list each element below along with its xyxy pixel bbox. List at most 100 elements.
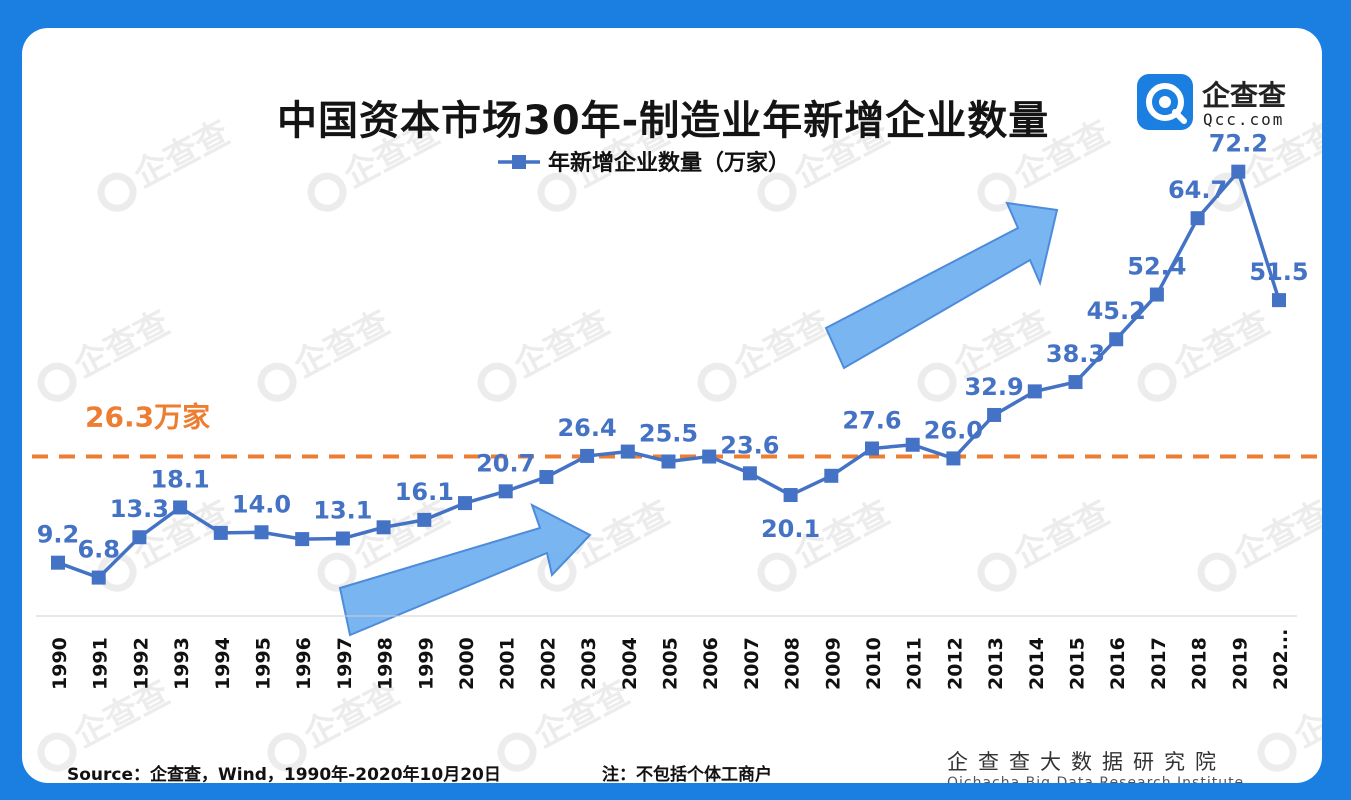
x-tick-label: 1994 — [212, 637, 234, 690]
data-label: 26.4 — [557, 414, 616, 442]
data-point-marker — [987, 407, 1002, 422]
x-tick-label: 2005 — [660, 637, 682, 690]
data-point-marker — [865, 441, 879, 456]
data-label: 13.1 — [313, 496, 372, 524]
data-label: 18.1 — [150, 465, 209, 493]
watermark-text: 企查查 — [1167, 303, 1276, 386]
data-point-marker — [1272, 293, 1286, 308]
watermark-text: 企查查 — [727, 303, 836, 386]
x-tick-label: 1995 — [253, 637, 275, 690]
watermark-icon — [477, 362, 517, 402]
data-point-marker — [539, 470, 554, 485]
chart-svg: 企查查 企查查 企查查 企查查 企查查 企查查企查查 企查查 企查查 企查查 企查查 企查查企查查企… — [32, 113, 1322, 772]
data-label: 6.8 — [77, 536, 120, 564]
x-tick-label: 2002 — [537, 637, 559, 690]
data-label: 9.2 — [37, 521, 80, 549]
x-tick-label: 2014 — [1026, 637, 1048, 690]
watermark-text: 企查查 — [287, 303, 396, 386]
data-point-marker — [376, 520, 391, 535]
data-point-marker — [620, 444, 635, 459]
x-tick-label: 2018 — [1189, 637, 1211, 690]
x-tick-label: 1996 — [293, 637, 315, 690]
data-label: 20.1 — [761, 515, 820, 543]
watermark-icon — [697, 362, 737, 402]
data-point-marker — [824, 468, 839, 483]
x-tick-label: 2016 — [1107, 637, 1129, 690]
institute-name-cn: 企查查大数据研究院 — [947, 750, 1226, 774]
x-tick-label: 1990 — [49, 637, 71, 690]
x-tick-label: 1997 — [334, 637, 356, 690]
data-label: 25.5 — [639, 420, 698, 448]
watermark-text: 企查查 — [507, 303, 616, 386]
data-point-marker — [458, 496, 472, 511]
data-point-marker — [173, 500, 188, 515]
data-label: 52.4 — [1127, 253, 1186, 281]
watermark-icon — [1197, 552, 1237, 592]
x-tick-label: 2011 — [904, 637, 926, 690]
x-tick-label: 2015 — [1067, 637, 1089, 690]
data-point-marker — [498, 484, 513, 499]
watermark-icon — [97, 172, 137, 212]
data-point-marker — [1109, 332, 1124, 347]
x-tick-label: 2009 — [822, 637, 844, 690]
data-point-marker — [742, 466, 757, 481]
watermark-icon — [757, 172, 797, 212]
watermark-text: 企查查 — [127, 113, 236, 196]
data-label: 13.3 — [110, 495, 169, 523]
trend-arrow-2 — [824, 201, 1059, 370]
x-tick-label: 1998 — [375, 637, 397, 690]
data-label: 45.2 — [1087, 297, 1146, 325]
data-point-marker — [702, 449, 717, 464]
data-point-marker — [91, 570, 106, 585]
watermark-icon — [1257, 732, 1297, 772]
data-label: 51.5 — [1249, 258, 1308, 286]
watermark-icon — [257, 362, 297, 402]
data-label: 14.0 — [232, 490, 291, 518]
legend-marker — [512, 155, 526, 169]
data-label: 27.6 — [842, 406, 901, 434]
x-tick-label: 2010 — [863, 637, 885, 690]
x-tick-label: 2013 — [985, 637, 1007, 690]
reference-line-label: 26.3万家 — [85, 401, 210, 434]
watermark-icon — [37, 732, 77, 772]
x-tick-label: 2003 — [578, 637, 600, 690]
watermark-icon — [1137, 362, 1177, 402]
x-tick-label: 1992 — [130, 637, 152, 690]
data-point-marker — [132, 530, 147, 545]
institute-name-en: Qichacha Big Data Research Institute — [947, 775, 1245, 783]
watermark-icon — [977, 552, 1017, 592]
data-point-marker — [1027, 384, 1042, 399]
data-label: 64.7 — [1168, 176, 1227, 204]
data-point-marker — [1149, 287, 1164, 302]
watermark-icon — [917, 362, 957, 402]
watermark-text: 企查查 — [67, 303, 176, 386]
watermark: 企查查 — [1197, 493, 1322, 592]
data-point-marker — [295, 532, 310, 547]
data-point-marker — [1068, 375, 1083, 390]
x-tick-label: 202... — [1270, 629, 1292, 690]
watermark-icon — [537, 172, 577, 212]
data-point-marker — [580, 448, 595, 463]
legend-label: 年新增企业数量（万家） — [548, 150, 790, 176]
x-tick-label: 2019 — [1229, 637, 1251, 690]
x-tick-label: 1991 — [90, 637, 112, 690]
data-point-marker — [661, 454, 676, 469]
watermark: 企查查 — [477, 303, 616, 402]
x-tick-label: 1999 — [415, 637, 437, 690]
watermark-icon — [757, 552, 797, 592]
watermark-icon — [37, 362, 77, 402]
watermark: 企查查 — [1137, 303, 1276, 402]
x-tick-label: 2000 — [456, 637, 478, 690]
footnote: 注：不包括个体工商户 — [602, 765, 772, 783]
source-note: Source：企查查，Wind，1990年-2020年10月20日 — [67, 765, 501, 783]
data-point-marker — [51, 555, 65, 570]
data-point-marker — [946, 451, 961, 466]
watermark-icon — [307, 172, 347, 212]
data-label: 32.9 — [964, 373, 1023, 401]
data-point-marker — [1231, 164, 1246, 179]
x-tick-label: 2004 — [619, 637, 641, 690]
x-tick-label: 2006 — [700, 637, 722, 690]
data-point-marker — [905, 437, 920, 452]
data-point-marker — [254, 525, 269, 540]
chart-title: 中国资本市场30年-制造业年新增企业数量 — [277, 98, 1050, 144]
